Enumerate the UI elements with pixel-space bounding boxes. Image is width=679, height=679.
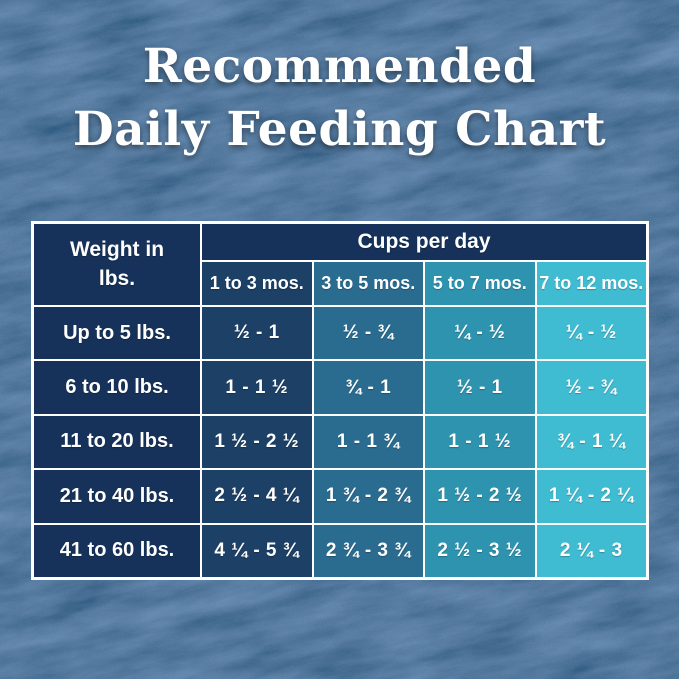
cups-value-cell: ¼ - ½ xyxy=(425,307,535,360)
cups-per-day-header: Cups per day xyxy=(202,224,646,260)
cups-value-cell: 1 - 1 ½ xyxy=(425,415,535,469)
cups-value-cell: 2 ¾ - 3 ¾ xyxy=(313,524,423,577)
cups-value-cell: 1 ¼ - 2 ¼ xyxy=(536,470,646,523)
weight-range-label: 21 to 40 lbs. xyxy=(34,470,200,523)
cups-value-cell: ½ - ¾ xyxy=(536,361,646,414)
weight-range-label: Up to 5 lbs. xyxy=(34,307,200,360)
cups-value-cell: ¼ - ½ xyxy=(536,307,646,360)
weight-range-label: 6 to 10 lbs. xyxy=(34,361,200,414)
cups-value-cell: 1 - 1 ½ xyxy=(202,361,312,414)
cups-value-cell: ¾ - 1 ¼ xyxy=(536,415,646,469)
age-column-header-5-7-mos: 5 to 7 mos. xyxy=(425,262,535,305)
feeding-table: Weight in lbs. Cups per day 1 to 3 mos. … xyxy=(31,221,649,580)
title-line-1: Recommended xyxy=(142,39,537,94)
cups-value-cell: 2 ½ - 4 ¼ xyxy=(202,470,312,523)
age-column-header-1-3-mos: 1 to 3 mos. xyxy=(202,262,312,305)
cups-value-cell: ½ - 1 xyxy=(202,307,312,360)
cups-value-cell: 1 - 1 ¾ xyxy=(313,415,423,469)
cups-value-cell: 2 ½ - 3 ½ xyxy=(425,524,535,577)
cups-value-cell: ¾ - 1 xyxy=(313,361,423,414)
cups-value-cell: 1 ½ - 2 ½ xyxy=(202,415,312,469)
age-column-header-3-5-mos: 3 to 5 mos. xyxy=(313,262,423,305)
cups-value-cell: ½ - ¾ xyxy=(313,307,423,360)
weight-range-label: 11 to 20 lbs. xyxy=(34,415,200,469)
weight-header-cell: Weight in lbs. xyxy=(34,224,200,305)
weight-range-label: 41 to 60 lbs. xyxy=(34,524,200,577)
cups-value-cell: 1 ¾ - 2 ¾ xyxy=(313,470,423,523)
title-line-2: Daily Feeding Chart xyxy=(72,101,607,157)
cups-value-cell: 2 ¼ - 3 xyxy=(536,524,646,577)
cups-value-cell: ½ - 1 xyxy=(425,361,535,414)
cups-value-cell: 1 ½ - 2 ½ xyxy=(425,470,535,523)
page-title: Recommended Daily Feeding Chart xyxy=(0,36,679,161)
cups-value-cell: 4 ¼ - 5 ¾ xyxy=(202,524,312,577)
age-column-header-7-12-mos: 7 to 12 mos. xyxy=(536,262,646,305)
